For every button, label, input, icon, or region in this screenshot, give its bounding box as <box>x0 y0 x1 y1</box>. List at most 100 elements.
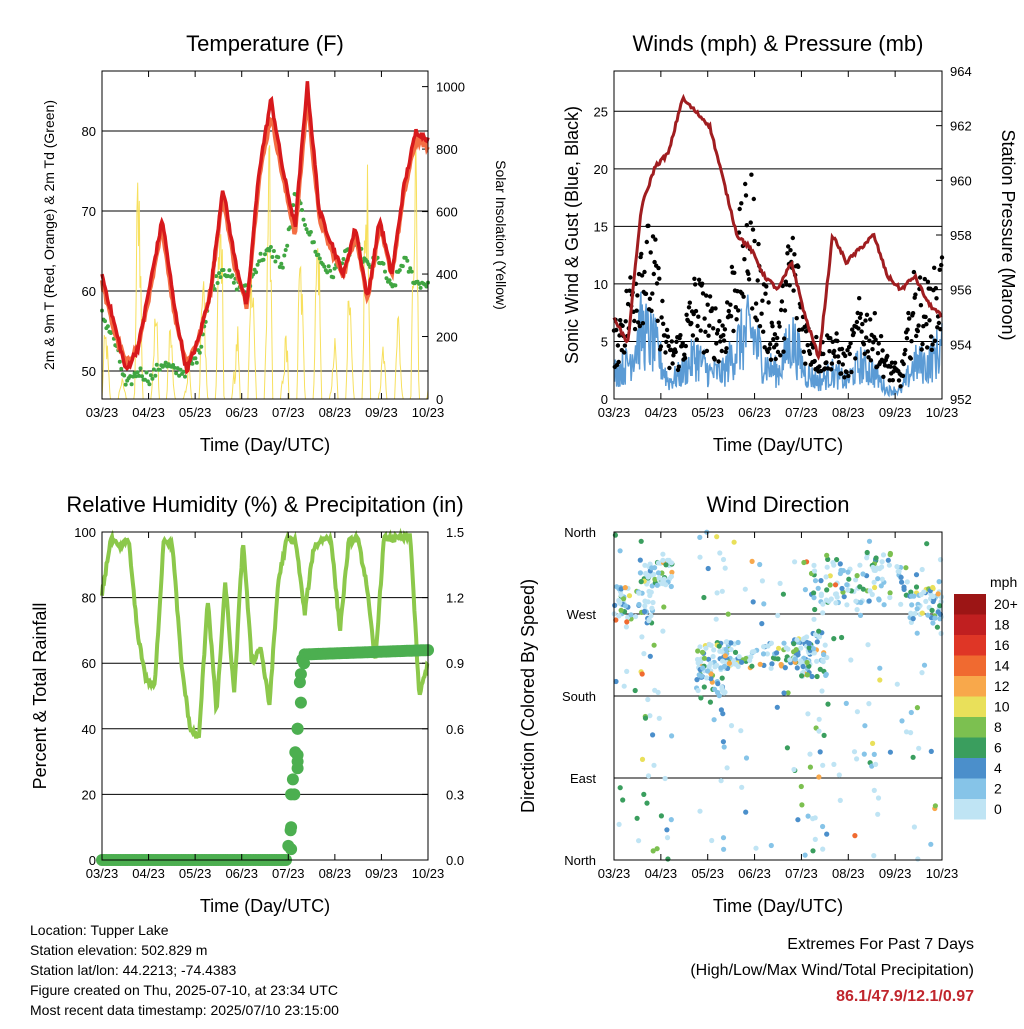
direction-point <box>810 848 816 854</box>
gust-point <box>759 311 764 316</box>
x-tick-label: 09/23 <box>365 405 398 420</box>
direction-point <box>724 765 730 771</box>
gust-point <box>643 291 649 296</box>
direction-point <box>636 838 642 844</box>
colorbar-swatch <box>954 778 986 799</box>
direction-point <box>764 651 771 657</box>
direction-point <box>879 559 885 565</box>
gust-point <box>686 305 692 310</box>
dewpoint-point <box>317 256 322 261</box>
gust-point <box>850 327 855 332</box>
dewpoint-point <box>178 367 183 372</box>
y-tick-label: 60 <box>82 656 96 671</box>
gust-point <box>794 316 799 321</box>
direction-point <box>799 802 805 808</box>
direction-point <box>703 645 709 651</box>
precip-point <box>291 749 304 761</box>
x-tick-label: 06/23 <box>225 405 258 420</box>
dewpoint-point <box>300 208 304 212</box>
direction-point <box>802 635 808 641</box>
gust-point <box>732 270 737 275</box>
direction-point <box>753 845 759 851</box>
gust-point <box>836 360 842 365</box>
gust-point <box>703 329 708 334</box>
gust-point <box>846 344 852 350</box>
gust-point <box>865 349 870 354</box>
direction-point <box>935 591 941 597</box>
direction-point <box>854 709 861 715</box>
dewpoint-point <box>285 243 290 248</box>
gust-point <box>918 303 924 308</box>
direction-point <box>759 621 765 627</box>
gust-point <box>896 378 902 383</box>
gust-point <box>642 269 647 275</box>
direction-point <box>795 652 801 658</box>
plot-frame <box>101 70 429 400</box>
chart-title: Temperature (F) <box>186 31 344 56</box>
direction-point <box>719 675 725 681</box>
gust-point <box>614 327 619 333</box>
direction-point <box>873 555 879 561</box>
direction-point <box>706 641 712 648</box>
x-tick-label: 03/23 <box>86 866 119 881</box>
direction-point <box>820 601 826 607</box>
x-tick-label: 04/23 <box>132 866 165 881</box>
y-axis-label: Sonic Wind & Gust (Blue, Black) <box>562 106 582 364</box>
direction-point <box>871 787 877 794</box>
direction-point <box>701 684 707 690</box>
gust-point <box>693 308 699 314</box>
dewpoint-point <box>105 324 110 329</box>
x-tick-label: 05/23 <box>179 405 212 420</box>
dewpoint-point <box>273 259 278 264</box>
direction-point <box>711 717 717 723</box>
direction-point <box>660 628 666 634</box>
direction-point <box>794 637 800 643</box>
direction-point <box>853 598 859 604</box>
direction-point <box>936 579 942 585</box>
gust-point <box>903 347 908 353</box>
direction-point <box>719 684 725 690</box>
direction-point <box>894 564 900 570</box>
y-tick-label: 15 <box>594 219 608 234</box>
gust-point <box>746 271 751 276</box>
y2-tick-label: 200 <box>436 330 458 345</box>
direction-point <box>908 709 914 716</box>
gust-point <box>726 308 731 314</box>
gust-point <box>722 327 728 332</box>
gust-point <box>834 331 839 336</box>
direction-point <box>713 616 719 622</box>
direction-point <box>816 716 822 722</box>
direction-point <box>913 584 920 590</box>
direction-point <box>654 582 660 588</box>
dewpoint-point <box>190 361 195 366</box>
gust-point <box>922 276 927 282</box>
dewpoint-point <box>117 359 122 364</box>
direction-point <box>626 593 633 599</box>
dewpoint-point <box>131 374 136 379</box>
dewpoint-point <box>400 264 405 269</box>
direction-point <box>649 605 655 611</box>
gust-point <box>660 298 665 304</box>
direction-point <box>613 678 619 685</box>
gust-point <box>622 350 627 355</box>
direction-point <box>639 634 645 640</box>
location-text: Location: Tupper Lake <box>30 922 169 938</box>
direction-point <box>811 595 817 601</box>
direction-point <box>776 645 782 651</box>
gust-point <box>731 328 736 334</box>
gust-point <box>860 321 865 327</box>
gust-point <box>898 384 903 389</box>
direction-point <box>639 756 646 763</box>
direction-point <box>928 841 934 847</box>
gust-point <box>668 347 674 352</box>
dewpoint-point <box>183 374 187 379</box>
direction-point <box>932 803 939 809</box>
plot-frame <box>613 531 943 861</box>
y-axis-label: Percent & Total Rainfall <box>30 603 50 790</box>
plot-frame <box>613 70 943 400</box>
gust-point <box>764 284 769 289</box>
direction-point <box>875 795 882 801</box>
direction-point <box>820 846 826 852</box>
precip-point <box>294 668 307 681</box>
direction-point <box>919 670 925 676</box>
